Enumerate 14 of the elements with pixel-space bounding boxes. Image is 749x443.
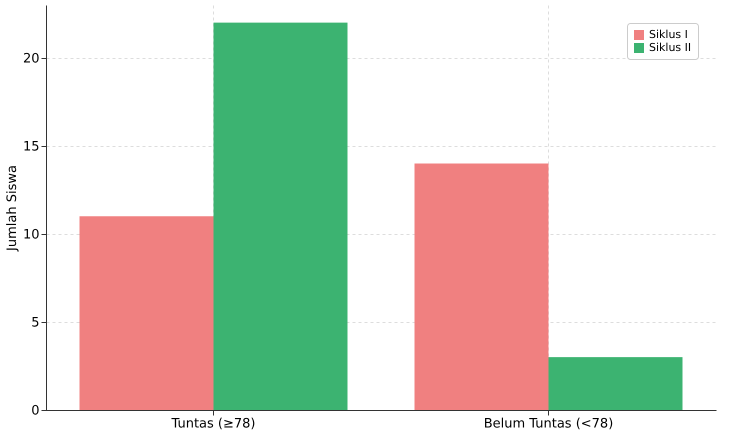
y-axis-title: Jumlah Siswa <box>4 165 20 252</box>
bar <box>548 357 682 410</box>
y-tick-label: 20 <box>22 51 40 66</box>
legend-label: Siklus II <box>649 41 692 54</box>
y-tick-label: 10 <box>22 227 40 242</box>
bar <box>214 22 348 410</box>
bar <box>414 163 548 410</box>
x-tick-label: Tuntas (≥78) <box>170 416 256 432</box>
y-tick-label: 5 <box>31 315 40 330</box>
legend-label: Siklus I <box>649 28 688 41</box>
bar <box>80 216 214 410</box>
x-tick-label: Belum Tuntas (<78) <box>484 416 614 432</box>
y-tick-label: 15 <box>22 139 40 154</box>
y-tick-label: 0 <box>31 404 40 418</box>
